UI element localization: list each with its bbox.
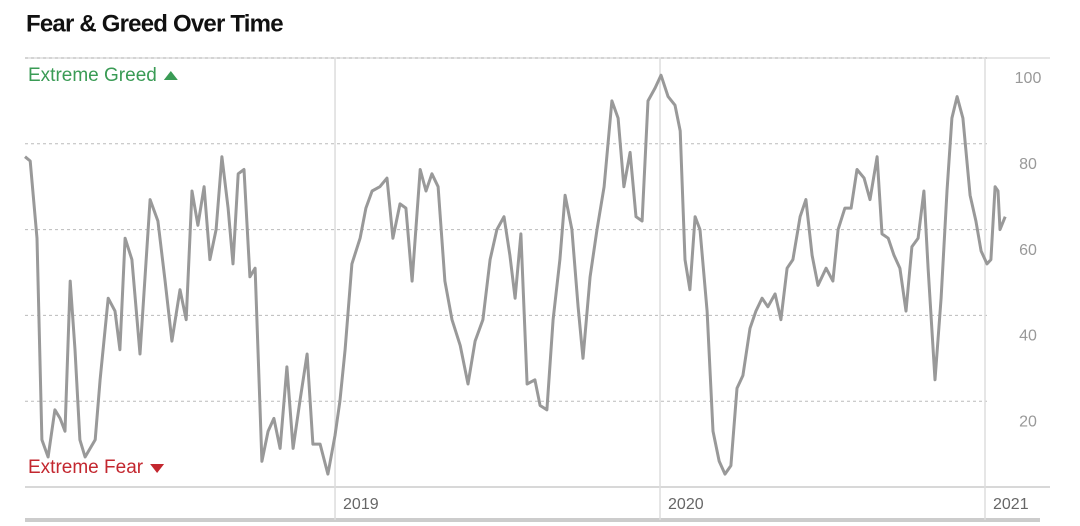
labels: 20 40 60 80 100 2019 2020 2021 Extreme Greed Extr… (28, 65, 1041, 513)
y-tick-label: 40 (1019, 328, 1037, 345)
grid (25, 57, 987, 520)
fear-arrow (150, 464, 165, 473)
y-tick-label: 80 (1019, 156, 1037, 173)
x-tick-label: 2020 (668, 496, 704, 513)
greed-label: Extreme Greed (28, 65, 157, 86)
x-tick-label: 2021 (993, 496, 1029, 513)
series-line (24, 73, 1007, 476)
footer-bar (25, 518, 1040, 522)
y-tick-label: 100 (1015, 70, 1042, 87)
y-tick-label: 20 (1019, 413, 1037, 430)
series (24, 73, 1007, 476)
y-tick-label: 60 (1019, 242, 1037, 259)
chart-title: Fear & Greed Over Time (26, 10, 283, 37)
fear-label: Extreme Fear (28, 457, 144, 478)
greed-arrow (163, 71, 178, 80)
x-tick-label: 2019 (343, 496, 379, 513)
